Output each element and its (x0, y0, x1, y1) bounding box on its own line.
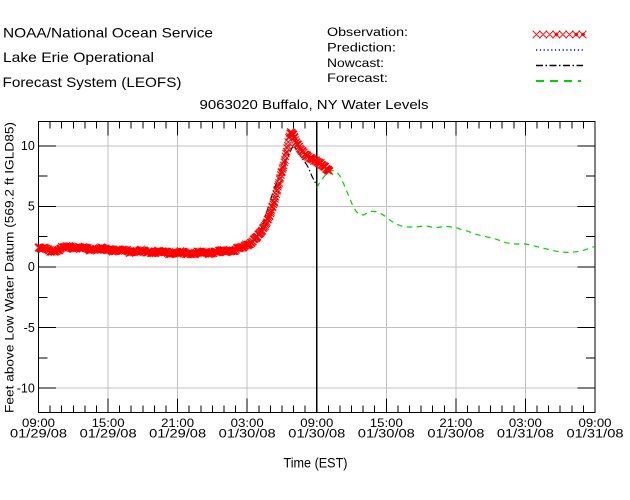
svg-text:Forecast:: Forecast: (327, 73, 388, 85)
svg-text:21:00: 21:00 (439, 418, 472, 430)
svg-text:Lake Erie Operational: Lake Erie Operational (3, 49, 154, 65)
svg-text:5: 5 (28, 200, 35, 214)
svg-text:Forecast System (LEOFS): Forecast System (LEOFS) (3, 74, 182, 90)
svg-text:-5: -5 (24, 321, 35, 335)
svg-text:01/29/08: 01/29/08 (80, 429, 137, 441)
svg-text:09:00: 09:00 (300, 418, 333, 430)
svg-text:NOAA/National Ocean Service: NOAA/National Ocean Service (3, 24, 213, 40)
svg-text:03:00: 03:00 (231, 418, 264, 430)
svg-text:01/29/08: 01/29/08 (149, 429, 206, 441)
svg-text:01/29/08: 01/29/08 (10, 429, 67, 441)
svg-text:09:00: 09:00 (22, 418, 55, 430)
svg-text:01/31/08: 01/31/08 (567, 429, 624, 441)
svg-text:Nowcast:: Nowcast: (327, 58, 384, 70)
svg-text:01/30/08: 01/30/08 (219, 429, 276, 441)
svg-text:Observation:: Observation: (327, 27, 408, 39)
svg-text:Time (EST): Time (EST) (284, 456, 348, 471)
svg-text:-10: -10 (17, 381, 35, 395)
svg-text:09:00: 09:00 (579, 418, 612, 430)
svg-text:15:00: 15:00 (92, 418, 125, 430)
svg-text:01/31/08: 01/31/08 (497, 429, 554, 441)
svg-text:03:00: 03:00 (509, 418, 542, 430)
svg-text:15:00: 15:00 (370, 418, 403, 430)
svg-text:Feet above Low Water Datum (56: Feet above Low Water Datum (569.2 ft IGL… (5, 122, 17, 413)
svg-text:0: 0 (28, 260, 35, 274)
svg-text:9063020 Buffalo, NY Water Leve: 9063020 Buffalo, NY Water Levels (200, 97, 430, 112)
svg-text:21:00: 21:00 (161, 418, 194, 430)
svg-text:01/30/08: 01/30/08 (358, 429, 415, 441)
svg-text:01/30/08: 01/30/08 (288, 429, 345, 441)
svg-text:01/30/08: 01/30/08 (427, 429, 484, 441)
svg-text:10: 10 (21, 139, 35, 153)
svg-text:Prediction:: Prediction: (327, 42, 396, 54)
